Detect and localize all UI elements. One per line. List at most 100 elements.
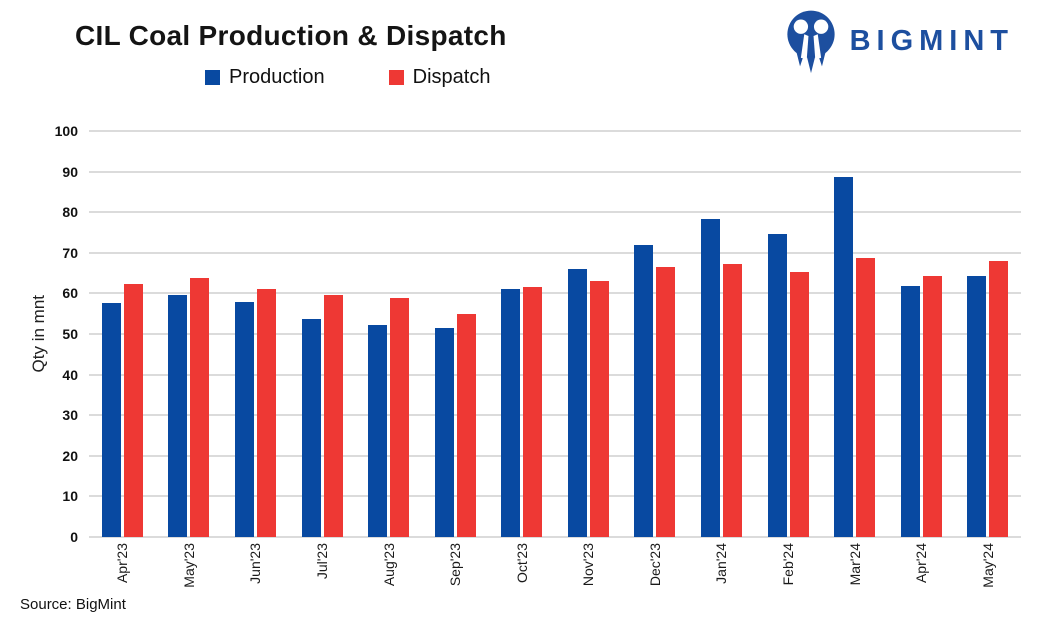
bar-groups [89, 131, 1021, 537]
y-tick-40: 40 [62, 366, 78, 383]
x-tick-Apr'23: Apr'23 [114, 543, 131, 584]
y-tick-80: 80 [62, 204, 78, 221]
legend-swatch-production [205, 70, 220, 85]
y-tick-20: 20 [62, 447, 78, 464]
bar-dispatch-Apr'24 [922, 275, 942, 537]
bar-dispatch-Nov'23 [589, 281, 609, 537]
x-tick-Sep'23: Sep'23 [447, 543, 464, 587]
x-tick-Feb'24: Feb'24 [780, 543, 797, 586]
source-note: Source: BigMint [20, 596, 126, 613]
bar-group-Sep'23 [422, 131, 489, 537]
x-tick-cell-May'23: May'23 [156, 543, 223, 605]
x-axis: Apr'23 May'23 Jun'23 Jul'23 Aug'23 Sep'23 Oct'… [89, 543, 1021, 605]
y-tick-90: 90 [62, 163, 78, 180]
bar-production-Oct'23 [501, 289, 521, 537]
x-tick-May'24: May'24 [979, 543, 996, 588]
plot-area [89, 130, 1021, 538]
y-tick-0: 0 [70, 529, 78, 545]
bar-group-Dec'23 [622, 131, 689, 537]
chart-title: CIL Coal Production & Dispatch [75, 20, 507, 51]
gridline-30 [89, 414, 1021, 417]
x-tick-cell-Mar'24: Mar'24 [821, 543, 888, 605]
x-tick-Jul'23: Jul'23 [314, 543, 331, 580]
bar-production-Apr'24 [900, 286, 920, 537]
x-tick-cell-Jun'23: Jun'23 [222, 543, 289, 605]
bar-production-May'23 [168, 294, 188, 537]
bar-dispatch-Jul'23 [323, 295, 343, 537]
bar-group-Apr'23 [89, 131, 156, 537]
bar-group-May'23 [156, 131, 223, 537]
gridline-90 [89, 170, 1021, 173]
gridline-100 [89, 130, 1021, 132]
bar-dispatch-Apr'23 [123, 283, 143, 537]
x-tick-Mar'24: Mar'24 [846, 543, 863, 586]
gridline-50 [89, 333, 1021, 335]
x-tick-Jun'23: Jun'23 [247, 543, 264, 584]
x-tick-cell-Feb'24: Feb'24 [755, 543, 822, 605]
legend-label-dispatch: Dispatch [412, 66, 491, 88]
y-tick-60: 60 [62, 285, 78, 302]
x-tick-Jan'24: Jan'24 [713, 543, 730, 584]
bar-production-Nov'23 [567, 269, 587, 537]
x-tick-May'23: May'23 [180, 543, 197, 588]
bar-dispatch-Jun'23 [256, 288, 276, 537]
x-tick-Oct'23: Oct'23 [513, 543, 530, 584]
bar-group-Nov'23 [555, 131, 622, 537]
legend-label-production: Production [229, 66, 325, 88]
bar-production-Jan'24 [700, 218, 720, 537]
x-tick-cell-Jan'24: Jan'24 [688, 543, 755, 605]
x-tick-cell-Oct'23: Oct'23 [488, 543, 555, 605]
bar-production-Mar'24 [834, 177, 854, 537]
gridline-80 [89, 211, 1021, 214]
bar-dispatch-Oct'23 [523, 286, 543, 537]
bar-group-Feb'24 [755, 131, 822, 537]
x-tick-cell-Nov'23: Nov'23 [555, 543, 622, 605]
legend-item-dispatch: Dispatch [388, 66, 491, 89]
bar-production-Dec'23 [634, 245, 654, 537]
bar-production-Apr'23 [101, 303, 121, 537]
bar-dispatch-Mar'24 [856, 258, 876, 537]
bar-production-Jul'23 [301, 318, 321, 537]
x-tick-cell-Jul'23: Jul'23 [289, 543, 356, 605]
bar-dispatch-Feb'24 [789, 271, 809, 537]
bar-group-Oct'23 [488, 131, 555, 537]
bar-dispatch-Sep'23 [456, 313, 476, 537]
bar-production-Jun'23 [234, 301, 254, 537]
legend-swatch-dispatch [388, 70, 404, 85]
x-tick-Dec'23: Dec'23 [646, 543, 663, 587]
bar-group-Jun'23 [222, 131, 289, 537]
gridline-40 [89, 373, 1021, 376]
legend-item-production: Production [205, 66, 325, 89]
y-tick-50: 50 [62, 326, 78, 342]
y-tick-70: 70 [62, 244, 78, 261]
gridline-0 [89, 536, 1021, 538]
bar-dispatch-May'24 [989, 260, 1009, 537]
chart-legend: Production Dispatch [205, 66, 490, 89]
bar-group-Mar'24 [821, 131, 888, 537]
gridline-10 [89, 495, 1021, 498]
x-tick-cell-May'24: May'24 [955, 543, 1022, 605]
x-tick-cell-Dec'23: Dec'23 [622, 543, 689, 605]
bigmint-logo-icon [786, 10, 835, 74]
bar-dispatch-Aug'23 [390, 298, 410, 537]
bar-production-Aug'23 [368, 325, 388, 537]
bar-dispatch-Jan'24 [722, 263, 742, 537]
bigmint-logo-text: BIGMINT [849, 24, 1014, 57]
bar-group-Apr'24 [888, 131, 955, 537]
y-axis: 0 10 20 30 40 50 60 70 80 90 100 [0, 123, 78, 545]
bar-production-Sep'23 [434, 328, 454, 537]
gridline-70 [89, 251, 1021, 254]
bar-dispatch-Dec'23 [656, 267, 676, 537]
bigmint-logo: BIGMINT [784, 8, 1014, 74]
gridline-60 [89, 292, 1021, 295]
x-tick-Aug'23: Aug'23 [380, 543, 397, 587]
bar-production-May'24 [967, 275, 987, 537]
bar-production-Feb'24 [767, 234, 787, 537]
y-tick-10: 10 [62, 488, 78, 505]
gridline-20 [89, 454, 1021, 457]
x-tick-cell-Aug'23: Aug'23 [355, 543, 422, 605]
y-tick-100: 100 [54, 123, 78, 139]
bar-group-Jan'24 [688, 131, 755, 537]
bar-group-Aug'23 [355, 131, 422, 537]
x-tick-Apr'24: Apr'24 [913, 543, 930, 584]
